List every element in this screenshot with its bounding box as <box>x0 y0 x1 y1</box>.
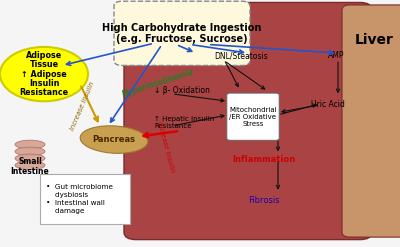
FancyBboxPatch shape <box>227 93 279 140</box>
Text: Tissue: Tissue <box>30 60 58 69</box>
Text: DNL/Steatosis: DNL/Steatosis <box>214 51 268 60</box>
Text: ↑ Hepatic Insulin
Resistance: ↑ Hepatic Insulin Resistance <box>154 116 214 129</box>
Text: ↓ β- Oxidation: ↓ β- Oxidation <box>154 86 210 95</box>
FancyBboxPatch shape <box>114 1 250 65</box>
FancyBboxPatch shape <box>40 174 130 224</box>
Ellipse shape <box>80 126 148 153</box>
Ellipse shape <box>15 140 45 149</box>
Text: Small
Intestine: Small Intestine <box>11 157 49 176</box>
Text: Resistance: Resistance <box>20 88 68 97</box>
FancyBboxPatch shape <box>124 2 372 240</box>
Text: •  Gut microbiome
    dysbiosis
•  Intestinal wall
    damage: • Gut microbiome dysbiosis • Intestinal … <box>46 184 113 214</box>
Text: Pancreas: Pancreas <box>92 135 136 144</box>
Text: Uric Acid: Uric Acid <box>311 101 345 109</box>
Text: Fibrosis: Fibrosis <box>248 196 280 205</box>
Circle shape <box>0 47 88 101</box>
Text: ↑ Adipose: ↑ Adipose <box>21 70 67 79</box>
Text: Increase Insulin: Increase Insulin <box>69 81 95 132</box>
Text: Increase Insulin: Increase Insulin <box>156 121 176 173</box>
FancyBboxPatch shape <box>342 5 400 237</box>
Text: Liver: Liver <box>354 33 394 46</box>
Text: Adipose: Adipose <box>26 51 62 60</box>
Text: Hyperinsulinemia: Hyperinsulinemia <box>121 67 195 99</box>
Text: Mitochondrial
/ER Oxidative
Stress: Mitochondrial /ER Oxidative Stress <box>229 107 277 127</box>
Text: High Carbohydrate Ingestion
(e.g. Fructose, Sucrose): High Carbohydrate Ingestion (e.g. Fructo… <box>102 22 262 44</box>
Ellipse shape <box>15 154 45 163</box>
Text: AMP: AMP <box>328 51 344 60</box>
Text: Inflammation: Inflammation <box>232 155 296 164</box>
Ellipse shape <box>15 147 45 156</box>
Text: Insulin: Insulin <box>29 79 59 88</box>
Ellipse shape <box>15 161 45 170</box>
